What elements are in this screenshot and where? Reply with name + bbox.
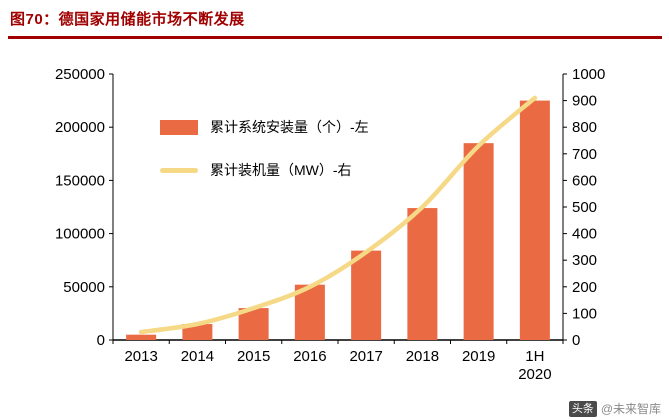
x-axis-labels: 2013 2014 2015 2016 2017 2018 2019 1H 2020: [112, 340, 564, 383]
combo-chart: 0 50000 100000 150000 200000 250000 0 100 200 300…: [0, 44, 669, 400]
watermark: 头条 @未来智库: [568, 400, 661, 417]
svg-text:50000: 50000: [63, 279, 105, 296]
chart-canvas: 0 50000 100000 150000 200000 250000 0 100 200 300…: [55, 66, 605, 383]
svg-text:150000: 150000: [55, 172, 105, 189]
bar-2014: [182, 324, 213, 340]
right-axis-labels: 0 100 200 300 400 500 600 700 800 900 1000: [563, 66, 605, 349]
left-axis-labels: 0 50000 100000 150000 200000 250000: [55, 66, 113, 349]
svg-text:250000: 250000: [55, 66, 105, 83]
legend-item-bar: 累计系统安装量（个）-左: [160, 117, 369, 137]
chart-legend: 累计系统安装量（个）-左 累计装机量（MW）-右: [160, 117, 369, 180]
bar-1H 2020: [519, 100, 550, 340]
svg-text:200000: 200000: [55, 119, 105, 136]
svg-text:700: 700: [572, 146, 597, 163]
svg-text:800: 800: [572, 119, 597, 136]
bar-2016: [294, 284, 325, 340]
figure-title: 图70：德国家用储能市场不断发展: [10, 11, 245, 28]
line-series-swatch: [160, 167, 198, 173]
bar-series-swatch: [160, 119, 198, 135]
title-underline: [8, 36, 662, 39]
line-series: [138, 95, 538, 335]
svg-text:900: 900: [572, 93, 597, 110]
watermark-handle: @未来智库: [600, 402, 661, 416]
bar-2017: [351, 250, 382, 340]
bar-series: [126, 100, 550, 340]
svg-text:300: 300: [572, 252, 597, 269]
svg-text:2015: 2015: [237, 348, 270, 365]
legend-label-bar: 累计系统安装量（个）-左: [210, 119, 369, 135]
toutiao-badge: 头条: [568, 400, 597, 417]
legend-item-line: 累计装机量（MW）-右: [160, 160, 369, 180]
svg-text:2016: 2016: [293, 348, 326, 365]
svg-text:2019: 2019: [462, 348, 495, 365]
svg-text:2017: 2017: [349, 348, 382, 365]
svg-text:0: 0: [97, 332, 105, 349]
svg-text:400: 400: [572, 226, 597, 243]
svg-text:2014: 2014: [181, 348, 214, 365]
svg-text:2013: 2013: [124, 348, 157, 365]
bar-2013: [126, 334, 157, 340]
axes: [112, 74, 564, 341]
bar-2018: [407, 208, 438, 340]
svg-text:600: 600: [572, 172, 597, 189]
legend-label-line: 累计装机量（MW）-右: [210, 162, 352, 178]
svg-text:100: 100: [572, 305, 597, 322]
svg-text:2018: 2018: [406, 348, 439, 365]
svg-text:1000: 1000: [572, 66, 605, 83]
svg-text:500: 500: [572, 199, 597, 216]
svg-text:100000: 100000: [55, 226, 105, 243]
bar-2019: [463, 143, 494, 340]
svg-text:200: 200: [572, 279, 597, 296]
svg-text:0: 0: [572, 332, 580, 349]
